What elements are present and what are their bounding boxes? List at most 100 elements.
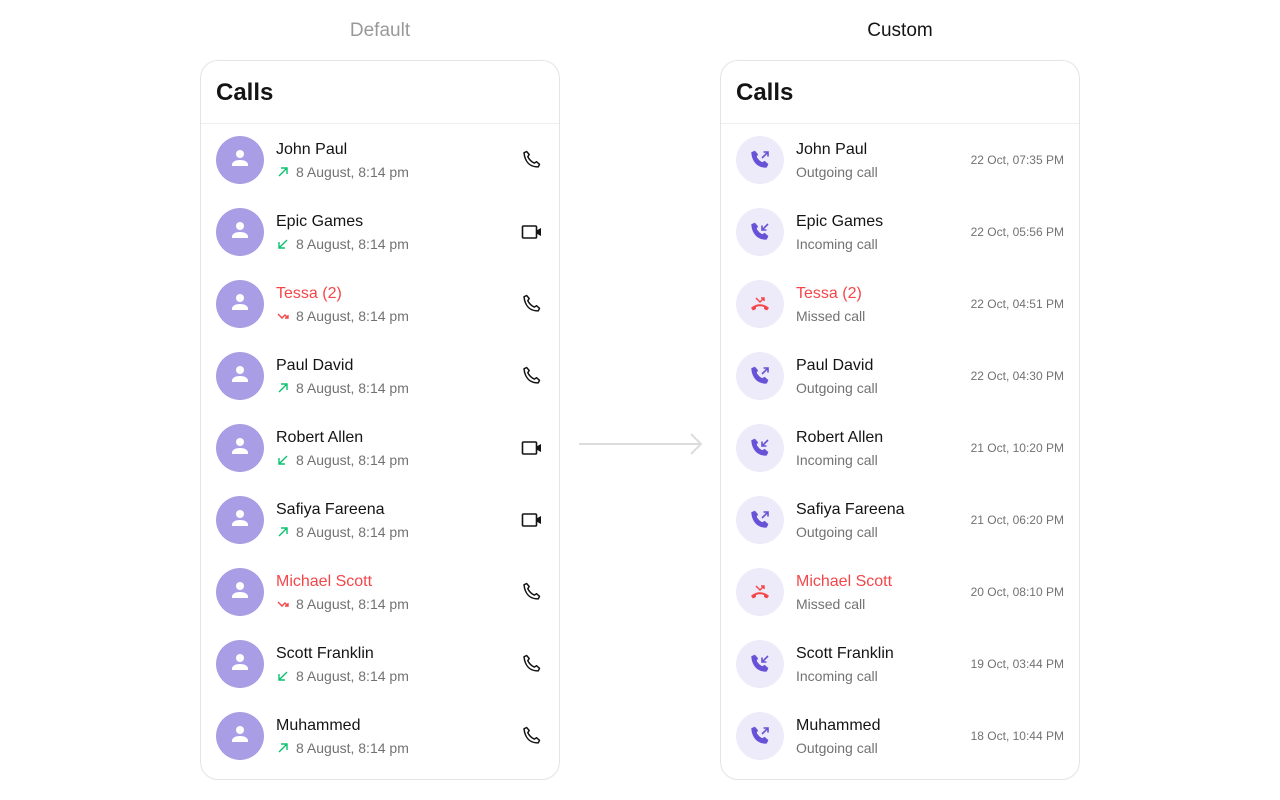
call-log-item[interactable]: John Paul 8 August, 8:14 pm	[201, 124, 559, 196]
caller-name: Paul David	[796, 356, 874, 374]
caller-name: Epic Games	[276, 212, 364, 230]
caller-name: Michael Scott	[276, 572, 373, 590]
user-icon	[228, 362, 252, 391]
call-time: 8 August, 8:14 pm	[296, 235, 409, 252]
call-time: 8 August, 8:14 pm	[296, 307, 409, 324]
caller-name: Tessa (2)	[276, 284, 342, 302]
call-status-text: Incoming call	[796, 451, 878, 468]
call-log-item[interactable]: Paul David 8 August, 8:14 pm	[201, 340, 559, 412]
caller-name: John Paul	[796, 140, 868, 158]
call-time: 8 August, 8:14 pm	[296, 523, 409, 540]
call-time: 8 August, 8:14 pm	[296, 451, 409, 468]
call-status-text: Missed call	[796, 307, 866, 324]
call-time: 20 Oct, 08:10 PM	[970, 585, 1064, 599]
video-call-icon[interactable]	[520, 436, 544, 460]
call-time: 21 Oct, 06:20 PM	[970, 513, 1064, 527]
caller-name: Safiya Fareena	[796, 500, 905, 518]
caller-name: Scott Franklin	[796, 644, 894, 662]
video-call-icon[interactable]	[520, 508, 544, 532]
call-log-item[interactable]: Michael Scott Missed call 20 Oct, 08:10 …	[721, 556, 1079, 628]
incoming-call-arrow-icon	[278, 671, 288, 681]
audio-call-icon[interactable]	[520, 580, 544, 604]
custom-label: Custom	[867, 20, 933, 41]
call-status-text: Missed call	[796, 595, 866, 612]
caller-name: Robert Allen	[276, 428, 364, 446]
outgoing-call-icon	[751, 726, 769, 744]
caller-name: Epic Games	[796, 212, 884, 230]
incoming-call-arrow-icon	[278, 455, 288, 465]
default-call-logs-panel: Calls John Paul 8 August, 8:14 pm Epic G…	[200, 60, 560, 780]
call-log-item[interactable]: Tessa (2) 8 August, 8:14 pm	[201, 268, 559, 340]
call-status-avatar	[736, 208, 784, 256]
caller-name: Tessa (2)	[796, 284, 862, 302]
call-time: 19 Oct, 03:44 PM	[970, 657, 1064, 671]
audio-call-icon[interactable]	[520, 724, 544, 748]
default-label: Default	[349, 20, 411, 41]
audio-call-icon[interactable]	[520, 148, 544, 172]
user-icon	[228, 290, 252, 319]
arrow-right-icon	[579, 433, 703, 455]
caller-name: Scott Franklin	[276, 644, 374, 662]
call-time: 22 Oct, 07:35 PM	[970, 153, 1064, 167]
caller-name: Paul David	[276, 356, 354, 374]
user-icon	[228, 578, 252, 607]
user-icon	[228, 722, 252, 751]
avatar	[216, 568, 264, 616]
call-log-item[interactable]: Scott Franklin 8 August, 8:14 pm	[201, 628, 559, 700]
call-status-text: Incoming call	[796, 235, 878, 252]
panel-title: Calls	[721, 61, 1079, 124]
outgoing-call-arrow-icon	[278, 166, 288, 176]
user-icon	[228, 434, 252, 463]
call-log-item[interactable]: Michael Scott 8 August, 8:14 pm	[201, 556, 559, 628]
call-status-avatar	[736, 568, 784, 616]
call-time: 22 Oct, 04:51 PM	[970, 297, 1064, 311]
call-log-item[interactable]: Paul David Outgoing call 22 Oct, 04:30 P…	[721, 340, 1079, 412]
call-log-list[interactable]: John Paul 8 August, 8:14 pm Epic Games 8…	[201, 124, 559, 772]
call-log-item[interactable]: Muhammed 8 August, 8:14 pm	[201, 700, 559, 772]
call-time: 8 August, 8:14 pm	[296, 739, 409, 756]
call-status-text: Outgoing call	[796, 379, 878, 396]
call-log-list[interactable]: John Paul Outgoing call 22 Oct, 07:35 PM…	[721, 124, 1079, 772]
call-status-avatar	[736, 496, 784, 544]
audio-call-icon[interactable]	[520, 292, 544, 316]
call-log-item[interactable]: John Paul Outgoing call 22 Oct, 07:35 PM	[721, 124, 1079, 196]
call-log-item[interactable]: Safiya Fareena Outgoing call 21 Oct, 06:…	[721, 484, 1079, 556]
outgoing-call-icon	[751, 366, 769, 384]
incoming-call-arrow-icon	[278, 239, 288, 249]
outgoing-call-arrow-icon	[278, 526, 288, 536]
call-log-item[interactable]: Epic Games Incoming call 22 Oct, 05:56 P…	[721, 196, 1079, 268]
incoming-call-icon	[751, 654, 769, 672]
outgoing-call-icon	[751, 510, 769, 528]
avatar	[216, 280, 264, 328]
call-status-avatar	[736, 352, 784, 400]
video-call-icon[interactable]	[520, 220, 544, 244]
call-status-text: Outgoing call	[796, 523, 878, 540]
audio-call-icon[interactable]	[520, 652, 544, 676]
avatar	[216, 496, 264, 544]
avatar	[216, 640, 264, 688]
missed-call-arrow-icon	[277, 313, 289, 319]
call-log-item[interactable]: Robert Allen 8 August, 8:14 pm	[201, 412, 559, 484]
call-time: 8 August, 8:14 pm	[296, 163, 409, 180]
user-icon	[228, 506, 252, 535]
user-icon	[228, 218, 252, 247]
call-log-item[interactable]: Scott Franklin Incoming call 19 Oct, 03:…	[721, 628, 1079, 700]
user-icon	[228, 146, 252, 175]
call-log-item[interactable]: Muhammed Outgoing call 18 Oct, 10:44 PM	[721, 700, 1079, 772]
call-status-text: Incoming call	[796, 667, 878, 684]
call-log-item[interactable]: Tessa (2) Missed call 22 Oct, 04:51 PM	[721, 268, 1079, 340]
user-icon	[228, 650, 252, 679]
custom-call-logs-panel: Calls John Paul Outgoing call 22 Oct, 07…	[720, 60, 1080, 780]
call-time: 18 Oct, 10:44 PM	[970, 729, 1064, 743]
call-log-item[interactable]: Robert Allen Incoming call 21 Oct, 10:20…	[721, 412, 1079, 484]
incoming-call-icon	[751, 438, 769, 456]
avatar	[216, 136, 264, 184]
call-time: 8 August, 8:14 pm	[296, 667, 409, 684]
call-status-avatar	[736, 280, 784, 328]
caller-name: Michael Scott	[796, 572, 893, 590]
caller-name: Safiya Fareena	[276, 500, 385, 518]
audio-call-icon[interactable]	[520, 364, 544, 388]
outgoing-call-arrow-icon	[278, 742, 288, 752]
call-log-item[interactable]: Epic Games 8 August, 8:14 pm	[201, 196, 559, 268]
call-log-item[interactable]: Safiya Fareena 8 August, 8:14 pm	[201, 484, 559, 556]
